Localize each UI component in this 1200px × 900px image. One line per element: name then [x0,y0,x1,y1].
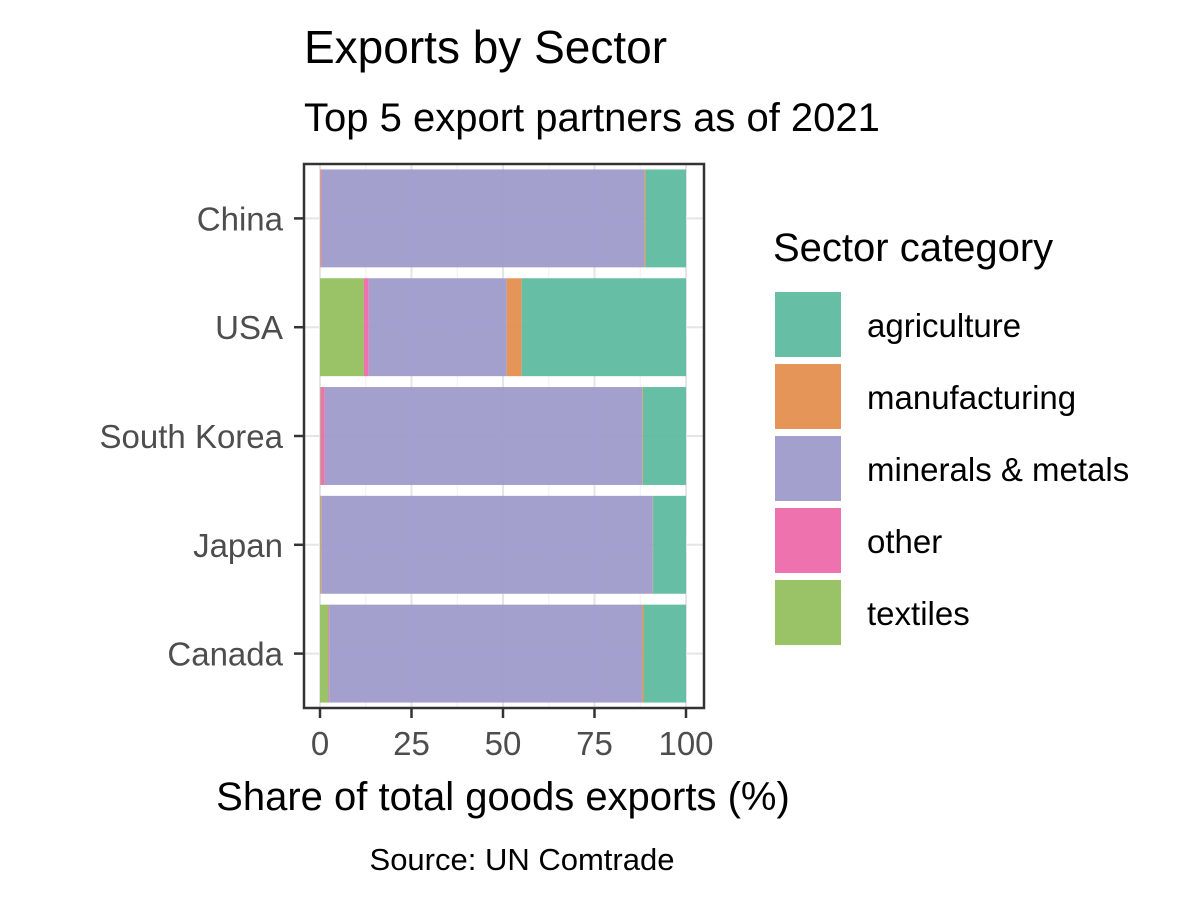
x-axis-label: Share of total goods exports (%) [216,775,790,819]
bar-south-korea-textiles [320,387,321,485]
y-tick-label: USA [215,309,283,346]
legend-swatch [775,436,841,501]
bar-japan-textiles [320,495,322,594]
legend-label: textiles [867,595,970,632]
y-tick-label: Canada [167,636,283,673]
bar-south-korea-minerals-metals [324,387,643,485]
y-axis: China USA South Korea Japan Canada [100,200,304,673]
legend: Sector category agriculture manufacturing… [773,226,1129,645]
bar-usa-manufacturing [506,278,522,377]
x-tick-label: 50 [485,725,522,762]
legend-swatch [775,292,841,357]
bar-canada-minerals-metals [329,604,643,703]
legend-swatch [775,364,841,429]
legend-label: manufacturing [867,379,1076,416]
legend-label: agriculture [867,307,1021,344]
bar-usa-agriculture [521,278,686,377]
x-tick-label: 75 [576,725,613,762]
bar-japan-agriculture [653,495,686,594]
x-tick-label: 25 [393,725,430,762]
bar-south-korea-other [320,387,325,485]
bar-canada-agriculture [643,604,686,703]
chart-caption: Source: UN Comtrade [370,842,675,877]
bar-south-korea-agriculture [642,387,686,485]
y-tick-label: South Korea [100,418,284,455]
legend-item-manufacturing: manufacturing [775,364,1076,429]
bar-japan-other [321,495,322,594]
x-tick-label: 0 [311,725,329,762]
bar-china-minerals-metals [321,169,645,268]
bar-canada-other [328,604,330,703]
y-tick-label: Japan [193,527,283,564]
legend-item-minerals-metals: minerals & metals [775,436,1129,501]
bar-usa-minerals-metals [368,278,507,377]
legend-item-textiles: textiles [775,580,970,645]
bar-japan-minerals-metals [321,495,653,594]
legend-label: other [867,523,942,560]
bar-usa-textiles [320,278,364,377]
bar-usa-other [363,278,369,377]
bar-china-manufacturing [644,169,646,268]
bar-south-korea-manufacturing [642,387,643,485]
bar-canada-manufacturing [642,604,644,703]
x-axis: 0 25 50 75 100 [311,708,714,762]
legend-title: Sector category [773,226,1053,270]
bar-china-other [320,169,322,268]
bar-china-agriculture [645,169,686,268]
bar-china-textiles [320,169,321,268]
x-tick-label: 100 [658,725,713,762]
legend-item-other: other [775,508,942,573]
chart-title: Exports by Sector [304,21,667,73]
legend-label: minerals & metals [867,451,1129,488]
chart-subtitle: Top 5 export partners as of 2021 [304,96,880,140]
legend-item-agriculture: agriculture [775,292,1021,357]
bar-canada-textiles [320,604,329,703]
legend-swatch [775,508,841,573]
plot-panel [302,162,706,710]
y-tick-label: China [197,200,284,237]
legend-swatch [775,580,841,645]
